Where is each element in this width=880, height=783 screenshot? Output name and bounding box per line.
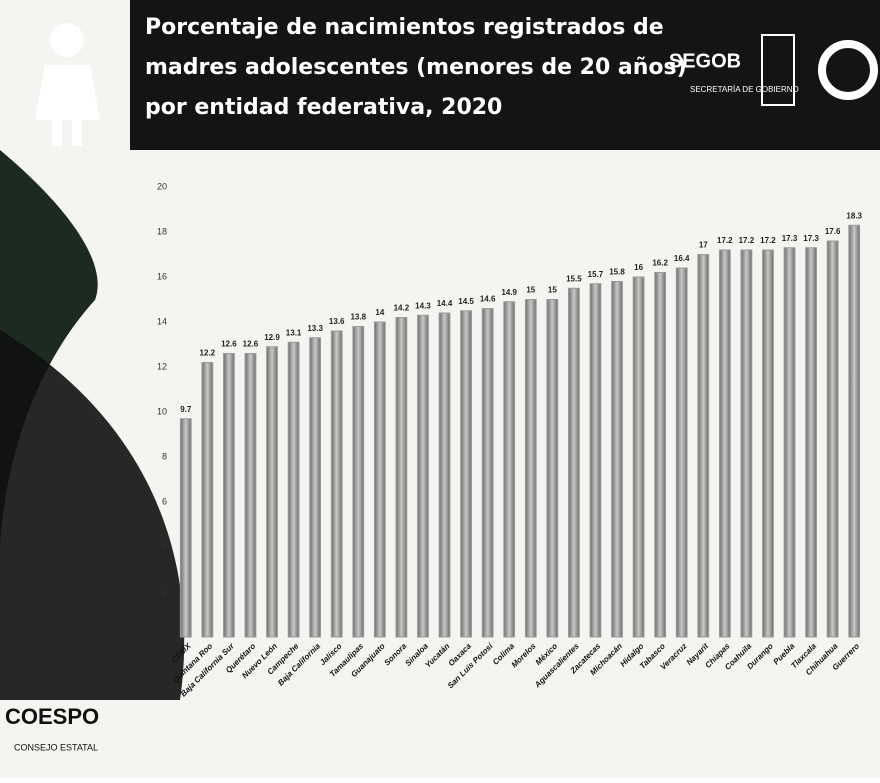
bar [849, 225, 860, 637]
value-label: 13.8 [350, 313, 366, 322]
value-label: 15.5 [566, 274, 582, 283]
logo-segob-sub: SECRETARÍA DE GOBIERNO [690, 85, 799, 94]
y-tick-label: 16 [157, 271, 167, 281]
bar [719, 250, 730, 637]
logo-segob: SEGOB [669, 50, 741, 72]
value-label: 17.2 [760, 236, 776, 245]
value-label: 14.2 [394, 304, 410, 313]
y-tick-label: 8 [162, 451, 167, 461]
value-label: 17 [699, 241, 708, 250]
bar [353, 327, 364, 638]
bar [741, 250, 752, 637]
bar [439, 313, 450, 637]
bar [633, 277, 644, 637]
value-label: 14.5 [458, 297, 474, 306]
bar [525, 300, 536, 638]
value-label: 18.3 [846, 211, 862, 220]
value-label: 12.2 [200, 349, 216, 358]
value-label: 15.8 [609, 268, 625, 277]
bar [676, 268, 687, 637]
bar [655, 273, 666, 638]
y-tick-label: 10 [157, 406, 167, 416]
y-tick-label: 2 [162, 586, 167, 596]
value-label: 12.6 [243, 340, 259, 349]
y-tick-label: 14 [157, 316, 167, 326]
y-tick-label: 4 [162, 541, 167, 551]
bar [418, 315, 429, 637]
bar [396, 318, 407, 638]
bar [612, 282, 623, 638]
value-label: 16.4 [674, 254, 690, 263]
bar [569, 288, 580, 637]
value-label: 14 [375, 308, 384, 317]
value-label: 9.7 [180, 405, 192, 414]
bar [245, 354, 256, 638]
bar [180, 419, 191, 637]
bar [763, 250, 774, 637]
value-label: 15.7 [588, 270, 604, 279]
value-label: 14.4 [437, 299, 453, 308]
bar [202, 363, 213, 638]
value-label: 14.9 [501, 288, 517, 297]
logo-coespo-sub: CONSEJO ESTATAL [14, 742, 98, 752]
chart: Porcentaje de nacimientos registrados de… [0, 0, 880, 778]
value-label: 13.6 [329, 317, 345, 326]
value-label: 16 [634, 263, 643, 272]
value-label: 13.3 [307, 324, 323, 333]
bar [590, 284, 601, 637]
bar [547, 300, 558, 638]
value-label: 14.3 [415, 301, 431, 310]
value-label: 12.6 [221, 340, 237, 349]
y-tick-label: 12 [157, 361, 167, 371]
value-label: 12.9 [264, 333, 280, 342]
bar [806, 248, 817, 637]
bar [224, 354, 235, 638]
y-tick-label: 20 [157, 181, 167, 191]
value-label: 14.6 [480, 295, 496, 304]
bar [504, 302, 515, 637]
value-label: 17.2 [717, 236, 733, 245]
bar [461, 311, 472, 637]
bar [288, 342, 299, 637]
value-label: 15 [548, 286, 557, 295]
bar [331, 331, 342, 637]
value-label: 16.2 [652, 259, 668, 268]
value-label: 17.3 [803, 234, 819, 243]
logo-coespo: COESPO [5, 704, 99, 729]
bar [267, 347, 278, 637]
value-label: 15 [526, 286, 535, 295]
bar [310, 338, 321, 637]
bar [784, 248, 795, 637]
value-label: 17.3 [782, 234, 798, 243]
value-label: 13.1 [286, 328, 302, 337]
value-label: 17.2 [739, 236, 755, 245]
bar [827, 241, 838, 637]
y-tick-label: 18 [157, 226, 167, 236]
value-label: 17.6 [825, 227, 841, 236]
bar [698, 255, 709, 638]
bar [374, 322, 385, 637]
y-tick-label: 6 [162, 496, 167, 506]
bar [482, 309, 493, 638]
